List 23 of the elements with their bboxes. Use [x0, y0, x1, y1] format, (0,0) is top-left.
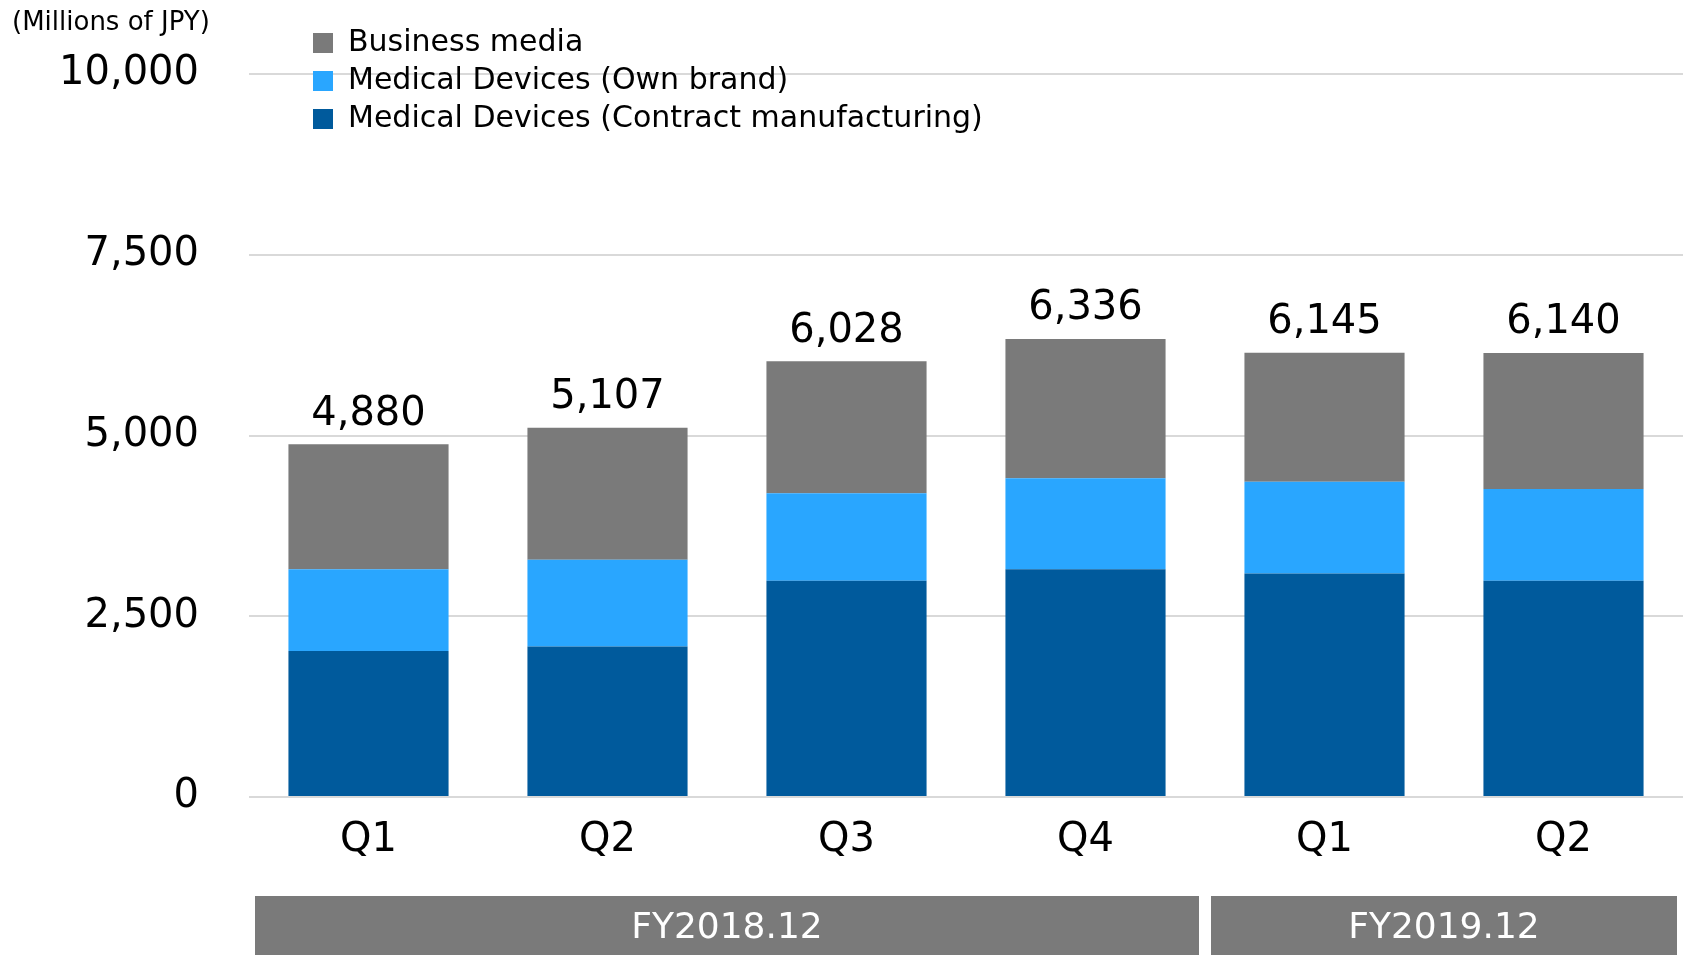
x-tick-label: Q3: [818, 814, 875, 861]
x-tick-label: Q2: [1535, 814, 1592, 861]
y-tick-label: 5,000: [84, 408, 199, 455]
x-tick-label: Q2: [579, 814, 636, 861]
legend-label: Medical Devices (Contract manufacturing): [348, 98, 983, 134]
total-label: 4,880: [311, 387, 426, 434]
text: FY2019.12: [1211, 896, 1677, 955]
x-tick-label: Q1: [340, 814, 397, 861]
total-label: 5,107: [550, 371, 665, 418]
x-tick-label: Q4: [1057, 814, 1114, 861]
y-tick-label: 7,500: [84, 228, 199, 275]
total-label: 6,336: [1028, 282, 1143, 329]
total-label: 6,140: [1506, 296, 1621, 343]
y-tick-label: 0: [173, 770, 199, 817]
total-label: 6,028: [789, 304, 904, 351]
y-axis-title: (Millions of JPY): [12, 5, 210, 36]
total-label: 6,145: [1267, 296, 1382, 343]
legend-label: Business media: [348, 22, 584, 58]
legend-label: Medical Devices (Own brand): [348, 60, 789, 96]
y-tick-label: 2,500: [84, 589, 199, 636]
text: FY2018.12: [255, 896, 1199, 955]
y-tick-label: 10,000: [59, 47, 199, 94]
x-tick-label: Q1: [1296, 814, 1353, 861]
